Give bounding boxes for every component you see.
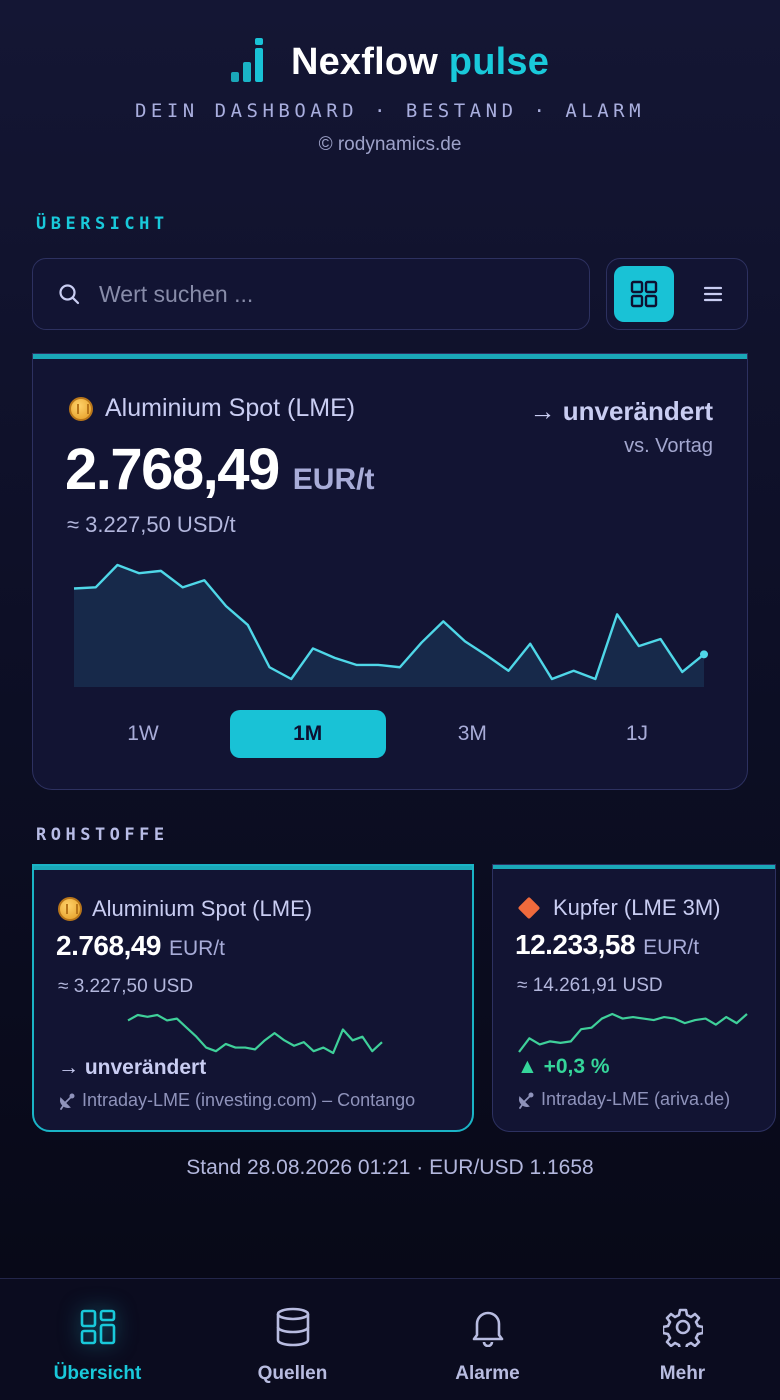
chart-area (74, 565, 704, 687)
chart-last-point (700, 650, 708, 659)
range-button-1j[interactable]: 1J (625, 722, 649, 745)
hero-usd: ≈ 3.227,50 USD/t (67, 512, 236, 537)
nav-label: Alarme (455, 1363, 520, 1384)
brand-main: Nexflow (290, 40, 439, 83)
hero-card-aluminium[interactable]: Aluminium Spot (LME) 2.768,49 EUR/t ≈ 3.… (32, 353, 748, 790)
range-button-3m[interactable]: 3M (457, 722, 487, 745)
hero-name: Aluminium Spot (LME) (69, 394, 355, 423)
card-price-unit: EUR/t (643, 936, 700, 959)
nav-label: Mehr (659, 1363, 706, 1384)
range-selector: 1W 1M 3M 1J (65, 710, 715, 758)
dashboard-icon (76, 1305, 120, 1349)
hero-price: 2.768,49 EUR/t (65, 436, 374, 503)
card-source: Intraday-LME (investing.com) – Contango (58, 1090, 415, 1111)
nav-label: Quellen (257, 1363, 328, 1384)
hero-price-unit: EUR/t (292, 463, 375, 496)
brand-name: Nexflow pulse (291, 41, 549, 84)
card-change: → unverändert (58, 1056, 207, 1079)
brand-accent: pulse (448, 40, 550, 83)
commodity-card-aluminium[interactable]: Aluminium Spot (LME) 2.768,49 EUR/t ≈ 3.… (32, 864, 474, 1132)
sparkline (518, 1012, 748, 1053)
diamond-icon (517, 896, 541, 920)
brand: Nexflow pulse (0, 38, 780, 86)
gear-icon (661, 1305, 705, 1349)
app-header: Nexflow pulse DEIN DASHBOARD · BESTAND ·… (0, 0, 780, 156)
coin-icon (69, 396, 93, 421)
hero-change-value: → unverändert (529, 396, 714, 426)
card-name-label: Aluminium Spot (LME) (92, 896, 313, 921)
sparkline (127, 1013, 383, 1055)
card-source-label: Intraday-LME (ariva.de) (541, 1089, 731, 1109)
satellite-dish-icon (60, 1093, 75, 1110)
card-name: Kupfer (LME 3M) (517, 895, 721, 921)
status-line: Stand 28.08.2026 01:21 · EUR/USD 1.1658 (186, 1156, 594, 1179)
nav-item-overview[interactable]: Übersicht (0, 1279, 195, 1400)
bell-icon (466, 1305, 510, 1349)
card-price-value: 12.233,58 (515, 929, 636, 960)
nav-label: Übersicht (53, 1363, 142, 1384)
hero-name-label: Aluminium Spot (LME) (105, 394, 356, 422)
nav-item-sources[interactable]: Quellen (195, 1279, 390, 1400)
grid-view-button[interactable] (614, 266, 674, 322)
copyright: © rodynamics.de (318, 134, 462, 155)
section-title-commodities: ROHSTOFFE (36, 825, 169, 845)
hero-price-value: 2.768,49 (65, 437, 280, 502)
bottom-nav: Übersicht Quellen Alarme Mehr (0, 1278, 780, 1400)
sparkline-series (518, 1012, 748, 1053)
price-chart (73, 563, 708, 687)
satellite-dish-icon (519, 1092, 534, 1109)
card-price: 12.233,58 EUR/t (515, 929, 699, 961)
nav-item-more[interactable]: Mehr (585, 1279, 780, 1400)
card-price-unit: EUR/t (169, 937, 226, 960)
nav-item-alarms[interactable]: Alarme (390, 1279, 585, 1400)
tagline: DEIN DASHBOARD · BESTAND · ALARM (134, 100, 646, 122)
view-toggle (606, 258, 748, 330)
range-button-1m[interactable]: 1M (229, 710, 386, 758)
card-change: ▲ +0,3 % (517, 1055, 610, 1078)
card-price-value: 2.768,49 (56, 930, 162, 961)
range-button-1w[interactable]: 1W (127, 722, 159, 745)
coin-icon (58, 897, 82, 921)
card-source: Intraday-LME (ariva.de) (517, 1089, 730, 1110)
commodity-card-copper[interactable]: Kupfer (LME 3M) 12.233,58 EUR/t ≈ 14.261… (492, 864, 776, 1132)
list-view-button[interactable] (693, 279, 733, 309)
card-usd: ≈ 14.261,91 USD (517, 975, 663, 996)
list-icon (703, 286, 723, 302)
sparkline-series (127, 1013, 383, 1055)
search-input[interactable] (99, 280, 539, 308)
bar-chart-logo-icon (230, 38, 265, 82)
card-name: Aluminium Spot (LME) (58, 896, 312, 922)
card-price: 2.768,49 EUR/t (56, 930, 225, 962)
card-usd: ≈ 3.227,50 USD (58, 976, 194, 997)
card-source-label: Intraday-LME (investing.com) – Contango (82, 1090, 416, 1110)
search-box[interactable] (32, 258, 590, 330)
database-icon (271, 1305, 315, 1349)
search-icon (59, 284, 80, 305)
grid-icon (630, 280, 658, 308)
card-name-label: Kupfer (LME 3M) (553, 895, 721, 920)
hero-change: → unverändert vs. Vortag (530, 396, 714, 458)
hero-change-sub: vs. Vortag (624, 435, 713, 457)
section-title-overview: ÜBERSICHT (36, 214, 169, 234)
chart-series-line (73, 563, 705, 681)
